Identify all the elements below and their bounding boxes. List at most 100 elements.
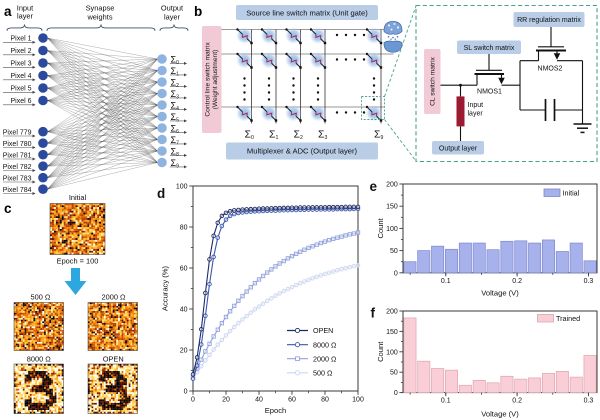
heat-cell [33, 408, 36, 411]
heat-cell [116, 395, 119, 398]
heat-cell [42, 317, 45, 320]
heat-cell [93, 386, 96, 389]
heat-cell [132, 383, 135, 386]
heat-cell [128, 395, 131, 398]
heat-cell [75, 241, 78, 244]
heat-cell [130, 401, 133, 403]
heat-cell [45, 402, 48, 405]
heat-cell [58, 304, 61, 306]
heat-cell [97, 227, 100, 230]
heat-cell [93, 250, 96, 253]
heat-cell [112, 333, 115, 336]
heat-cell [51, 241, 54, 244]
heat-cell [96, 314, 99, 317]
heat-cell [29, 348, 32, 351]
heat-cell [45, 317, 48, 320]
synapse-link [47, 70, 158, 89]
heat-cell [118, 328, 120, 330]
heat-cell [69, 212, 72, 215]
heat-cell [118, 392, 120, 395]
heat-cell [56, 328, 59, 330]
heat-cell [24, 338, 27, 341]
heat-cell [59, 250, 62, 253]
heat-cell [126, 307, 129, 310]
heat-cell [49, 312, 52, 315]
heat-cell [42, 319, 45, 322]
heat-cell [95, 304, 97, 306]
x-axis-title: Voltage (V) [481, 410, 519, 419]
heat-cell [22, 367, 25, 370]
heat-cell [100, 390, 103, 393]
heat-cell [135, 401, 138, 403]
heat-cell [107, 317, 110, 320]
heat-cell [96, 305, 99, 308]
heat-cell [125, 343, 127, 346]
heat-cell [15, 376, 18, 379]
heat-cell [119, 369, 122, 372]
heat-cell [103, 378, 106, 380]
heat-cell [118, 406, 120, 409]
heat-cell [21, 394, 23, 396]
heat-cell [26, 369, 29, 372]
heat-cell [123, 312, 126, 315]
heat-cell [75, 239, 78, 242]
heat-cell [40, 319, 43, 322]
heat-cell [103, 219, 106, 222]
heat-cell [35, 329, 38, 332]
heat-cell [40, 305, 43, 308]
heat-cell [89, 386, 92, 389]
hist-bar [431, 245, 445, 274]
heat-cell [59, 307, 62, 310]
heat-cell [85, 203, 88, 206]
heat-cell [83, 229, 86, 231]
heat-cell [47, 338, 50, 341]
series-marker [203, 313, 208, 319]
heat-cell [45, 331, 48, 334]
heat-cell [116, 402, 119, 405]
heat-cell [42, 364, 45, 366]
heat-cell [114, 328, 117, 330]
series-marker [236, 298, 241, 303]
heat-cell [19, 397, 22, 400]
heat-cell [98, 364, 101, 366]
heat-cell [118, 316, 120, 318]
heat-cell [85, 223, 88, 226]
heat-cell [99, 238, 102, 240]
heat-cell [116, 411, 119, 414]
heat-cell [128, 383, 131, 386]
heat-cell [123, 376, 126, 379]
heat-cell [29, 307, 32, 310]
heat-cell [67, 219, 70, 222]
heat-cell [58, 374, 61, 377]
heat-cell [97, 203, 100, 206]
heat-cell [51, 307, 53, 310]
heat-cell [105, 312, 108, 315]
heat-cell [83, 252, 86, 255]
heat-cell [54, 333, 57, 336]
heat-cell [114, 321, 117, 324]
heatmap-500ohm [13, 302, 64, 351]
heat-cell [42, 386, 45, 389]
heat-cell [71, 230, 74, 233]
heat-cell [31, 401, 34, 403]
heat-cell [15, 402, 18, 405]
synapse-link [47, 37, 158, 71]
heat-cell [19, 385, 22, 388]
heat-cell [33, 343, 36, 346]
series-marker [277, 205, 282, 211]
heat-cell [91, 312, 94, 315]
heat-cell [132, 408, 135, 411]
heat-cell [50, 239, 53, 242]
cell-resistor-zigzag [241, 58, 248, 64]
heat-cell [17, 397, 20, 400]
cell-bottom-dot [274, 41, 278, 45]
heat-cell [31, 340, 34, 342]
heat-cell [14, 314, 16, 317]
heat-cell [67, 236, 70, 239]
heat-cell [58, 378, 61, 380]
input-node [38, 184, 48, 194]
heat-cell [52, 307, 55, 310]
heat-cell [83, 247, 86, 250]
heat-cell [58, 406, 61, 409]
heat-cell [101, 236, 104, 239]
